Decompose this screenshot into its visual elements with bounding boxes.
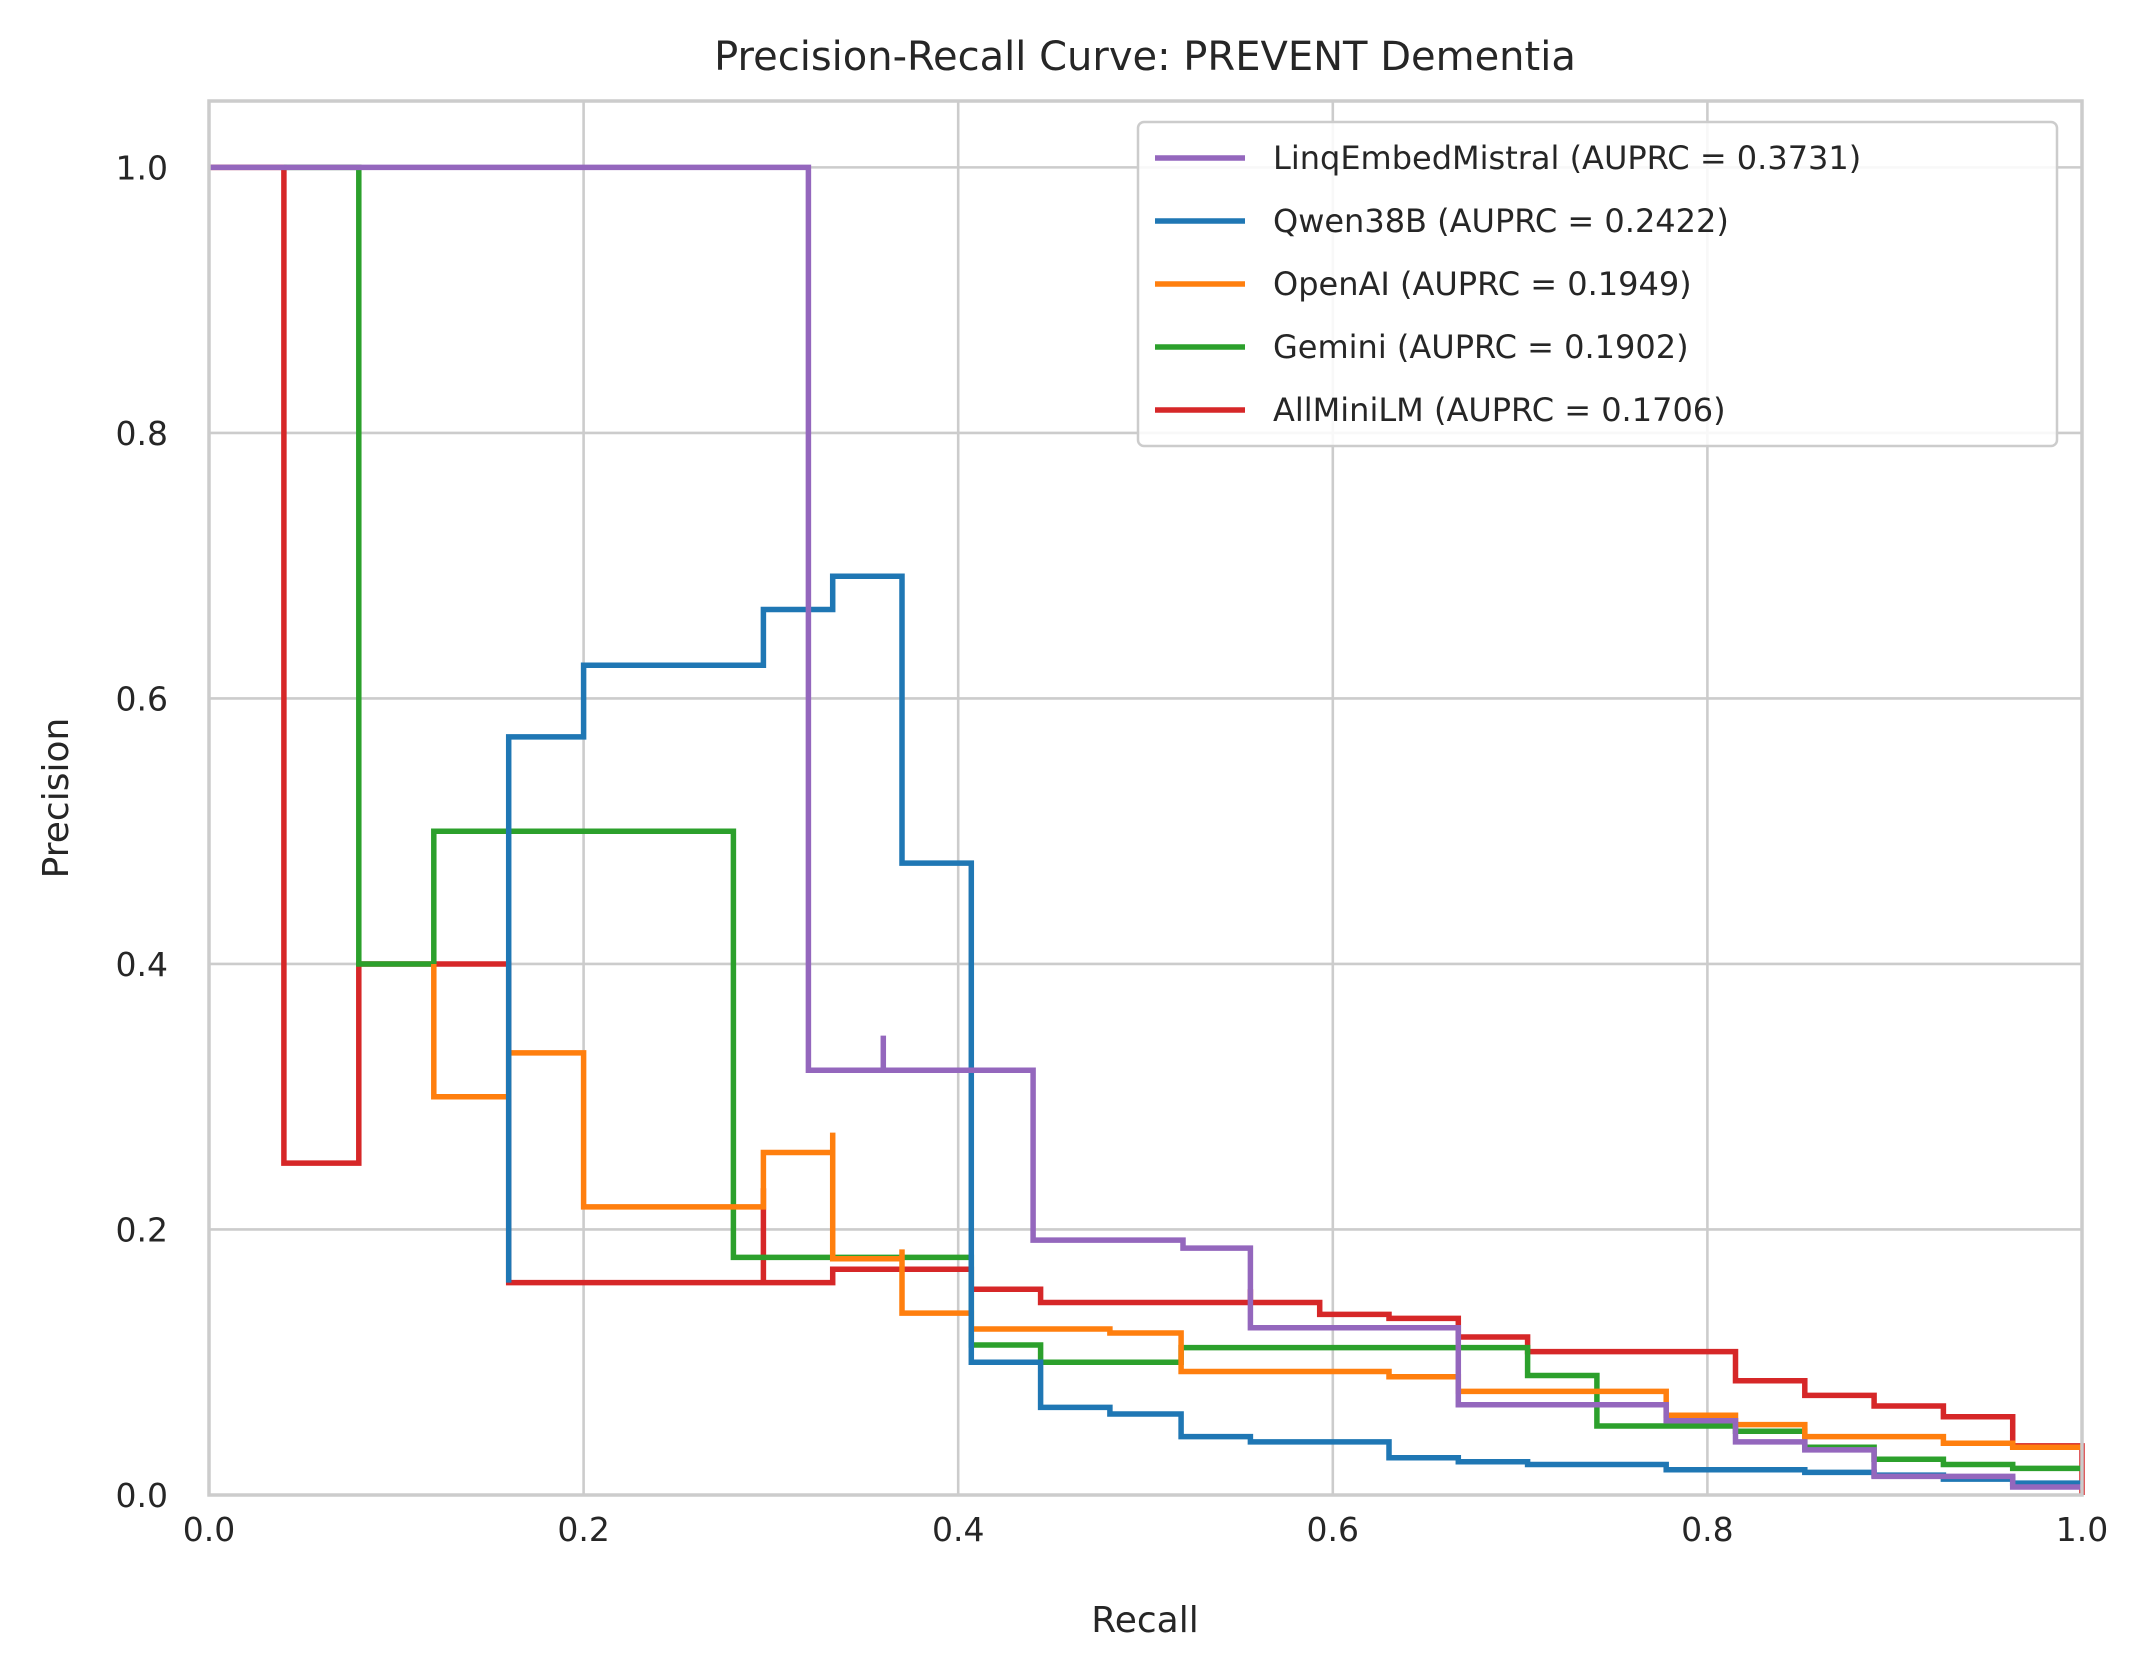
y-tick-label: 1.0 xyxy=(116,148,168,187)
x-axis-label: Recall xyxy=(1091,1600,1198,1641)
y-tick-label: 0.2 xyxy=(116,1210,168,1249)
x-tick-label: 0.0 xyxy=(183,1510,235,1549)
x-tick-label: 0.8 xyxy=(1681,1510,1733,1549)
chart-title: Precision-Recall Curve: PREVENT Dementia xyxy=(714,34,1576,80)
legend-label: Gemini (AUPRC = 0.1902) xyxy=(1273,328,1689,366)
legend: LinqEmbedMistral (AUPRC = 0.3731) Qwen38B… xyxy=(1136,120,2059,448)
y-tick-label: 0.8 xyxy=(116,414,168,453)
y-axis-label: Precision xyxy=(36,718,77,879)
series-line-3 xyxy=(283,164,2082,1472)
series-line-2 xyxy=(431,964,2082,1450)
x-tick-label: 0.4 xyxy=(932,1510,984,1549)
tick-labels: 0.0 0.2 0.4 0.6 0.8 1.0 0.0 0.2 0.4 0.6 0.8 1.0 xyxy=(116,148,2109,1549)
x-tick-label: 0.6 xyxy=(1307,1510,1359,1549)
x-tick-label: 0.2 xyxy=(557,1510,609,1549)
series-line-0 xyxy=(209,164,2082,1490)
y-tick-label: 0.4 xyxy=(116,945,168,984)
plot-frame xyxy=(207,99,2084,1497)
legend-label: Qwen38B (AUPRC = 0.2422) xyxy=(1273,202,1729,240)
series-line-4 xyxy=(209,164,2085,1495)
legend-box xyxy=(1136,120,2059,448)
legend-label: OpenAI (AUPRC = 0.1949) xyxy=(1273,265,1692,303)
y-tick-label: 0.6 xyxy=(116,679,168,718)
legend-label: LinqEmbedMistral (AUPRC = 0.3731) xyxy=(1273,139,1861,177)
legend-label: AllMiniLM (AUPRC = 0.1706) xyxy=(1273,391,1726,429)
x-tick-label: 1.0 xyxy=(2056,1510,2108,1549)
y-tick-label: 0.0 xyxy=(116,1476,168,1515)
series-lines xyxy=(209,164,2085,1495)
